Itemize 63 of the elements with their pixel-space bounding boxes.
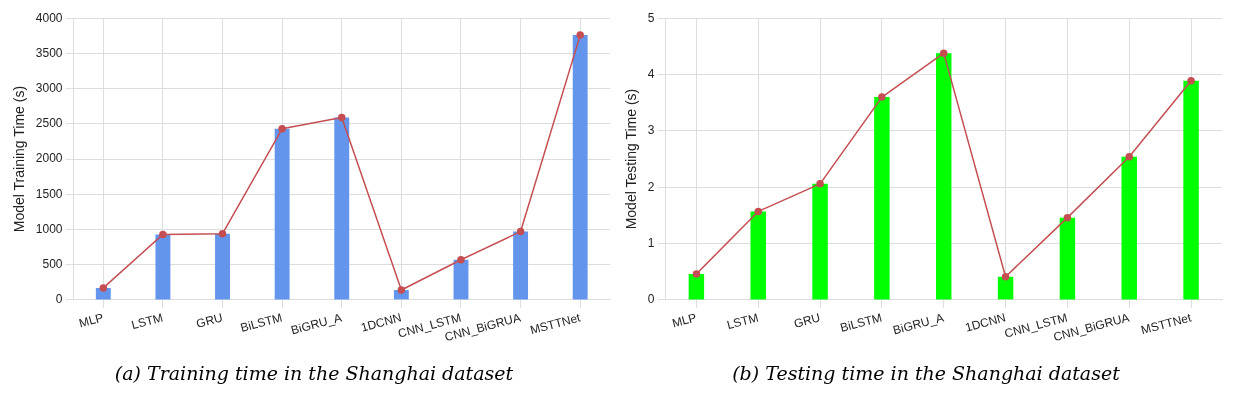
x-tick-label: MLP xyxy=(77,310,105,331)
text: (b) Testing time in the Shanghai dataset xyxy=(731,362,1121,384)
y-tick-label: 1000 xyxy=(35,221,63,236)
bar xyxy=(572,35,588,300)
point xyxy=(939,49,948,57)
point xyxy=(1125,153,1133,161)
y-tick-label: 2 xyxy=(647,179,655,194)
point xyxy=(692,270,701,278)
y-tick-label: 1500 xyxy=(35,186,63,201)
bar xyxy=(274,128,290,300)
point xyxy=(457,256,465,264)
y-tick-label: 0 xyxy=(647,292,655,307)
y-tick-label: 5 xyxy=(647,10,655,25)
point xyxy=(816,180,824,188)
bar xyxy=(874,97,890,300)
point xyxy=(159,230,167,239)
x-tick-label: GRU xyxy=(792,310,822,331)
point xyxy=(397,286,406,294)
bar xyxy=(936,53,952,300)
y-tick-label: 4000 xyxy=(35,10,63,25)
point xyxy=(278,125,286,133)
point xyxy=(1063,213,1072,222)
bar xyxy=(1121,156,1137,300)
y-axis-title: Model Testing Time (s) xyxy=(623,88,640,230)
y-tick-label: 500 xyxy=(42,257,63,271)
y-tick-label: 1 xyxy=(647,235,655,250)
x-tick-label: BiGRU_A xyxy=(891,310,946,338)
x-tick-label: GRU xyxy=(194,310,225,331)
point xyxy=(878,93,886,101)
x-tick-label: BiGRU_A xyxy=(289,310,344,338)
y-tick-label: 0 xyxy=(55,292,63,307)
x-tick-label: LSTM xyxy=(725,310,760,333)
y-tick-label: 3500 xyxy=(35,45,63,60)
point xyxy=(338,113,346,122)
bar xyxy=(334,117,350,300)
y-axis-title: Model Training Time (s) xyxy=(11,85,28,233)
bar xyxy=(688,273,705,300)
bar xyxy=(1183,80,1199,300)
point xyxy=(1001,273,1010,281)
point xyxy=(576,31,584,39)
bar xyxy=(812,183,828,300)
y-tick-label: 4 xyxy=(647,66,655,81)
bar xyxy=(750,211,766,300)
point xyxy=(754,207,762,216)
bar xyxy=(513,231,529,300)
bar xyxy=(155,234,171,300)
y-tick-label: 3 xyxy=(647,123,655,138)
x-tick-label: MSTTNet xyxy=(1139,310,1194,338)
x-tick-label: MSTTNet xyxy=(528,310,583,338)
x-tick-label: LSTM xyxy=(130,310,165,333)
y-tick-label: 2500 xyxy=(35,116,63,131)
x-tick-label: BiLSTM xyxy=(238,310,284,335)
point xyxy=(516,227,525,236)
y-tick-label: 2000 xyxy=(35,151,63,166)
bar xyxy=(1059,217,1076,300)
point xyxy=(1187,76,1195,85)
x-tick-label: MLP xyxy=(670,310,699,331)
text: (a) Training time in the Shanghai dataset xyxy=(113,362,515,384)
bar xyxy=(215,233,230,300)
point xyxy=(218,229,227,238)
x-tick-label: BiLSTM xyxy=(838,310,884,335)
y-tick-label: 3000 xyxy=(35,80,63,95)
point xyxy=(99,284,108,292)
